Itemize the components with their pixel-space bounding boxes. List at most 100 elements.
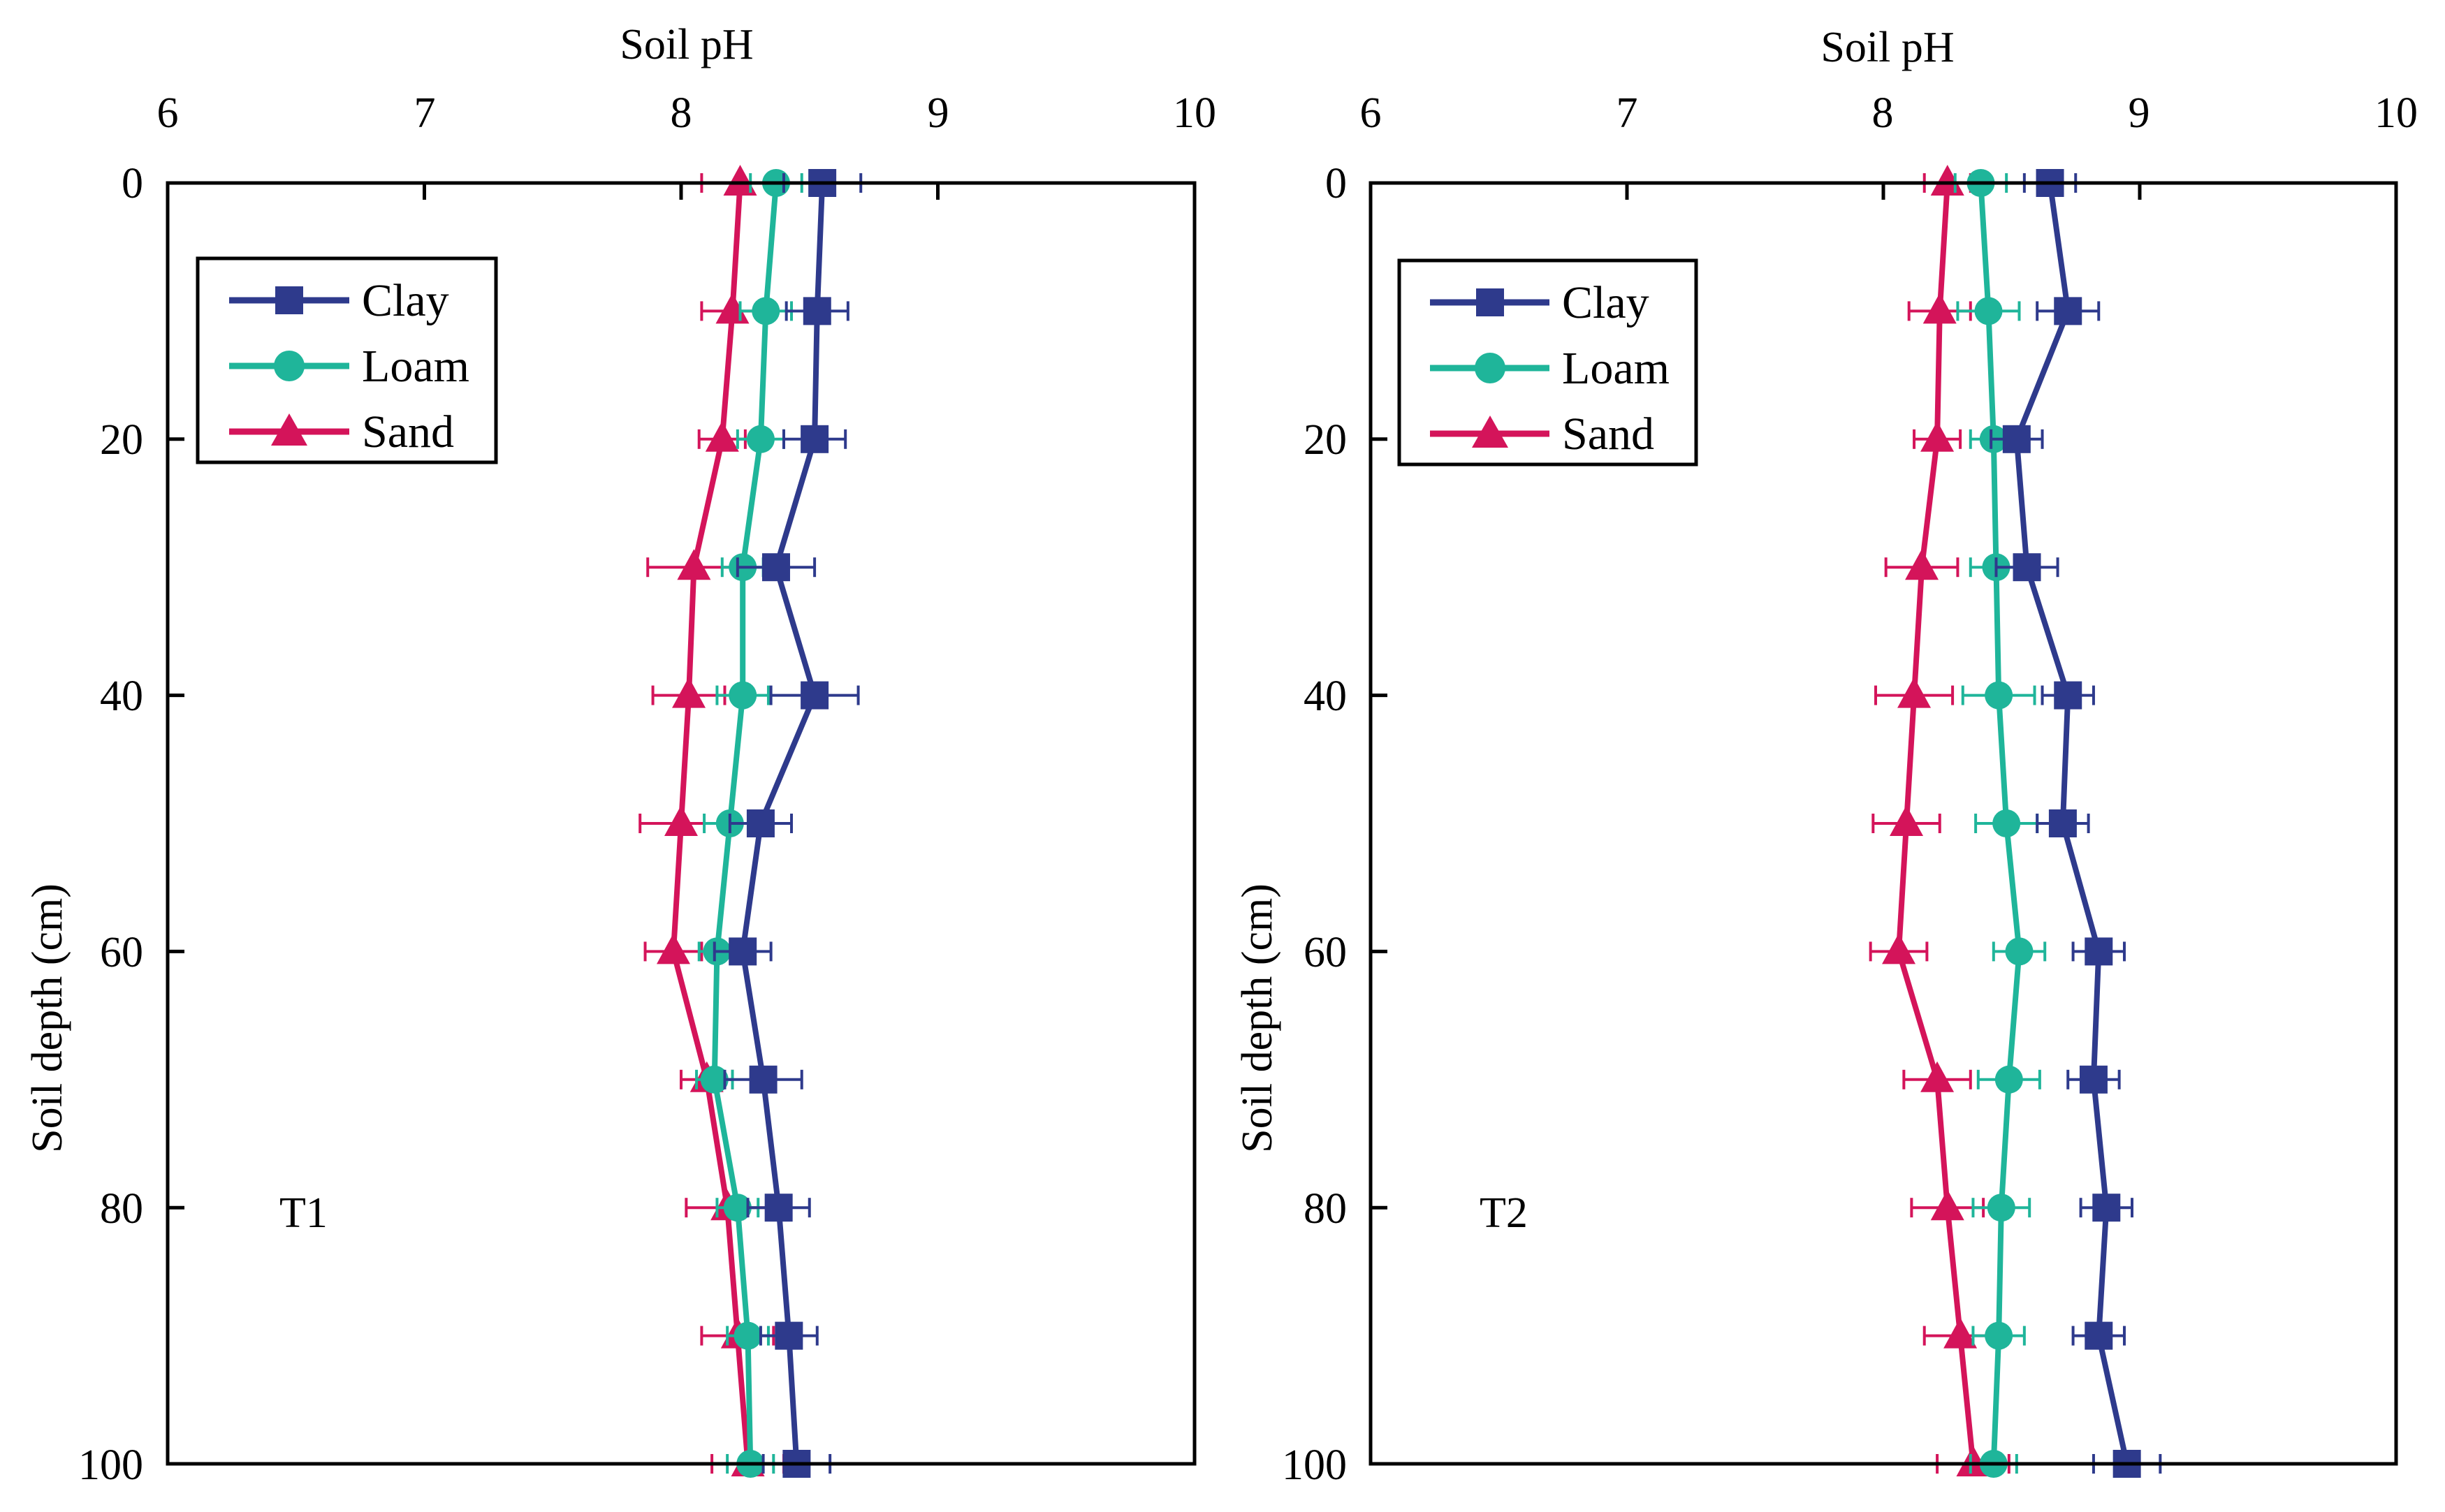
legend-box [1397,258,1698,467]
data-point [1994,1065,2023,1094]
data-point [761,553,790,582]
data-point [723,165,757,196]
series-layer [638,165,863,1478]
data-point [803,297,831,325]
data-point [1930,1189,1964,1221]
data-point [2085,1321,2113,1350]
data-point [1985,1321,2013,1350]
series-layer [1869,165,2162,1478]
legend-label-clay: Clay [1562,277,1649,328]
data-point [746,425,775,453]
data-point [746,809,775,837]
x-tick-label: 10 [2374,89,2418,137]
data-point [801,681,829,710]
y-tick-label: 100 [78,1441,143,1489]
x-axis-title: Soil pH [1820,24,1954,71]
tick-marks [1369,181,2398,1466]
y-axis-title: Soil depth (cm) [1234,883,1281,1153]
data-point [1920,420,1955,452]
data-point [734,1321,762,1350]
y-tick-label: 0 [1325,160,1347,207]
legend: Clay Loam Sand [196,256,498,464]
y-tick-label: 100 [1282,1441,1347,1489]
legend-marker-loam [274,351,305,381]
y-tick-label: 20 [100,416,143,464]
legend-marker-loam [1475,353,1505,383]
data-point [700,1065,729,1094]
data-point [715,293,750,324]
chart-panel-t1: Soil pH 6 7 8 9 10 0 20 40 60 80 100 Soi… [24,21,1216,1489]
legend-label-loam: Loam [1562,343,1670,394]
legend-label-loam: Loam [362,341,469,392]
x-tick-label: 10 [1173,89,1216,137]
data-point [2005,937,2034,966]
legend: Clay Loam Sand [1397,258,1698,467]
legend-marker-clay [1476,288,1504,316]
data-point [764,1194,793,1222]
data-point [1985,681,2013,710]
x-tick-label: 6 [157,89,179,137]
data-point [2085,937,2113,966]
x-tick-label: 9 [928,89,949,137]
x-tick-label: 8 [671,89,692,137]
chart-panel-t2: Soil pH 6 7 8 9 10 0 20 40 60 80 100 Soi… [1234,24,2418,1489]
legend-label-sand: Sand [362,406,454,457]
data-point [1987,1194,2015,1222]
x-tick-label: 7 [1616,89,1638,137]
data-point [2002,425,2031,453]
data-point [729,681,757,710]
legend-marker-sand [271,413,307,446]
x-tick-label: 9 [2129,89,2150,137]
data-point [729,937,757,966]
tick-marks [166,181,1197,1466]
y-tick-label: 80 [1304,1185,1347,1233]
series-clay [713,169,863,1478]
data-point [801,425,829,453]
data-point [2092,1194,2121,1222]
data-point [677,549,711,580]
data-point [1992,809,2021,837]
y-tick-label: 40 [100,673,143,720]
y-tick-label: 40 [1304,673,1347,720]
y-tick-label: 0 [122,160,143,207]
data-point [1890,805,1924,836]
data-point [1974,297,2003,325]
legend-label-sand: Sand [1562,409,1654,460]
legend-label-clay: Clay [362,275,449,326]
data-point [1897,677,1932,708]
data-point [752,297,780,325]
y-tick-label: 60 [100,929,143,976]
y-tick-label: 20 [1304,416,1347,464]
data-point [705,420,739,452]
data-point [656,933,690,964]
x-tick-label: 8 [1872,89,1894,137]
data-point [2054,297,2082,325]
data-point [2079,1065,2108,1094]
panel-label: T2 [1480,1189,1528,1237]
data-point [1920,1061,1955,1092]
data-point [1905,549,1939,580]
series-clay [1990,169,2162,1478]
x-tick-label: 6 [1360,89,1382,137]
panel-label: T1 [279,1189,328,1237]
data-point [723,1194,752,1222]
data-point [775,1321,803,1350]
data-point [1882,933,1916,964]
data-point [1930,165,1964,196]
legend-marker-sand [1472,416,1508,448]
y-tick-label: 60 [1304,929,1347,976]
data-point [749,1065,778,1094]
data-point [2054,681,2082,710]
data-point [2048,809,2077,837]
legend-box [196,256,498,464]
data-point [664,805,698,836]
series-loam [1953,169,2047,1478]
legend-marker-clay [275,286,303,314]
series-sand [1869,165,2010,1476]
x-tick-label: 7 [414,89,436,137]
y-tick-label: 80 [100,1185,143,1233]
data-point [1922,293,1957,324]
data-point [672,677,706,708]
data-point [1943,1317,1978,1349]
